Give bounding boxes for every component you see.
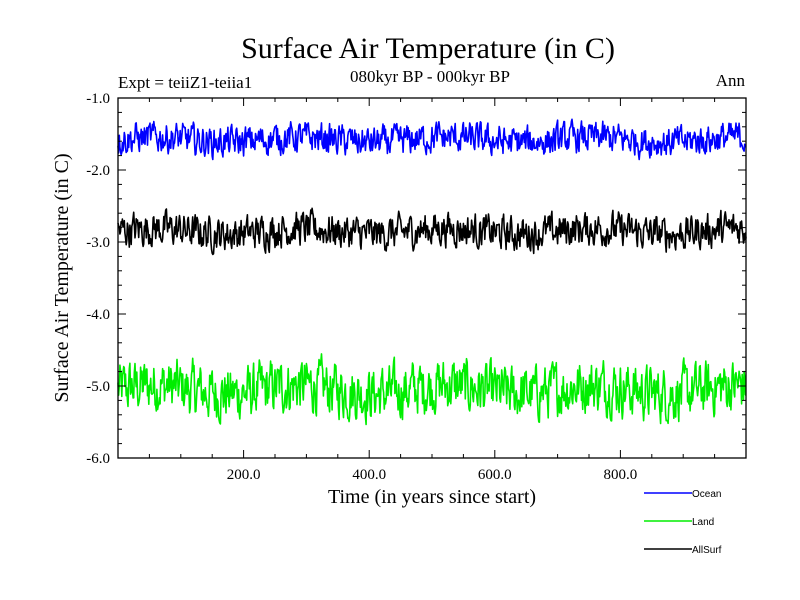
plot-lines bbox=[117, 118, 747, 426]
y-axis: -1.0 -2.0 -3.0 -4.0 -5.0 -6.0 bbox=[86, 91, 746, 467]
x-tick-label: 800.0 bbox=[604, 467, 638, 483]
series-line-ocean bbox=[117, 118, 747, 161]
series-line-allsurf bbox=[117, 207, 747, 256]
y-tick-label: -4.0 bbox=[86, 307, 110, 323]
y-tick-label: -6.0 bbox=[86, 451, 110, 467]
legend-label-allsurf: AllSurf bbox=[692, 545, 722, 556]
y-axis-label: Surface Air Temperature (in C) bbox=[51, 153, 73, 402]
x-tick-label: 200.0 bbox=[227, 467, 261, 483]
experiment-label: Expt = teiiZ1-teiia1 bbox=[118, 73, 252, 92]
season-label: Ann bbox=[716, 71, 746, 90]
legend-label-land: Land bbox=[692, 517, 714, 528]
legend-label-ocean: Ocean bbox=[692, 489, 721, 500]
x-axis-label: Time (in years since start) bbox=[328, 486, 536, 508]
x-tick-label: 400.0 bbox=[352, 467, 386, 483]
series-line-land bbox=[117, 353, 747, 426]
y-tick-label: -2.0 bbox=[86, 163, 110, 179]
y-tick-label: -3.0 bbox=[86, 235, 110, 251]
y-tick-label: -5.0 bbox=[86, 379, 110, 395]
legend: Ocean Land AllSurf bbox=[644, 489, 722, 556]
y-tick-label: -1.0 bbox=[86, 91, 110, 107]
chart-title: Surface Air Temperature (in C) bbox=[241, 32, 615, 65]
chart-subtitle: 080kyr BP - 000kyr BP bbox=[350, 67, 510, 86]
x-axis: 200.0 400.0 600.0 800.0 bbox=[148, 98, 716, 483]
x-tick-label: 600.0 bbox=[478, 467, 512, 483]
